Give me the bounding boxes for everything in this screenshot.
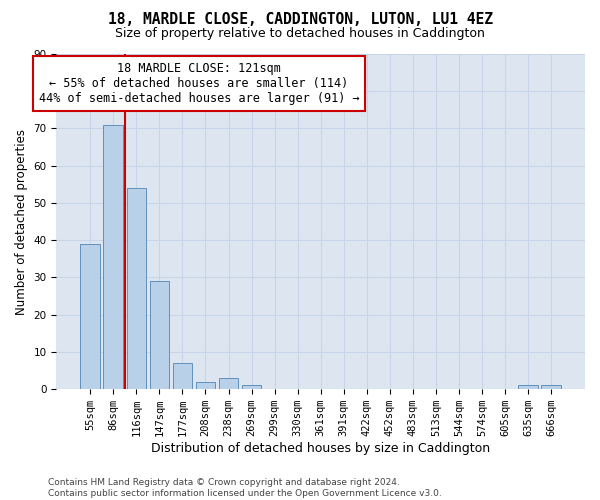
Text: Size of property relative to detached houses in Caddington: Size of property relative to detached ho… <box>115 28 485 40</box>
Bar <box>103 125 123 389</box>
Bar <box>149 281 169 389</box>
Bar <box>219 378 238 389</box>
Bar <box>242 386 262 389</box>
X-axis label: Distribution of detached houses by size in Caddington: Distribution of detached houses by size … <box>151 442 490 455</box>
Bar <box>80 244 100 389</box>
Bar <box>518 386 538 389</box>
Bar <box>196 382 215 389</box>
Y-axis label: Number of detached properties: Number of detached properties <box>15 128 28 314</box>
Text: 18, MARDLE CLOSE, CADDINGTON, LUTON, LU1 4EZ: 18, MARDLE CLOSE, CADDINGTON, LUTON, LU1… <box>107 12 493 28</box>
Text: Contains HM Land Registry data © Crown copyright and database right 2024.
Contai: Contains HM Land Registry data © Crown c… <box>48 478 442 498</box>
Bar <box>541 386 561 389</box>
Text: 18 MARDLE CLOSE: 121sqm
← 55% of detached houses are smaller (114)
44% of semi-d: 18 MARDLE CLOSE: 121sqm ← 55% of detache… <box>39 62 359 106</box>
Bar <box>127 188 146 389</box>
Bar <box>173 363 192 389</box>
